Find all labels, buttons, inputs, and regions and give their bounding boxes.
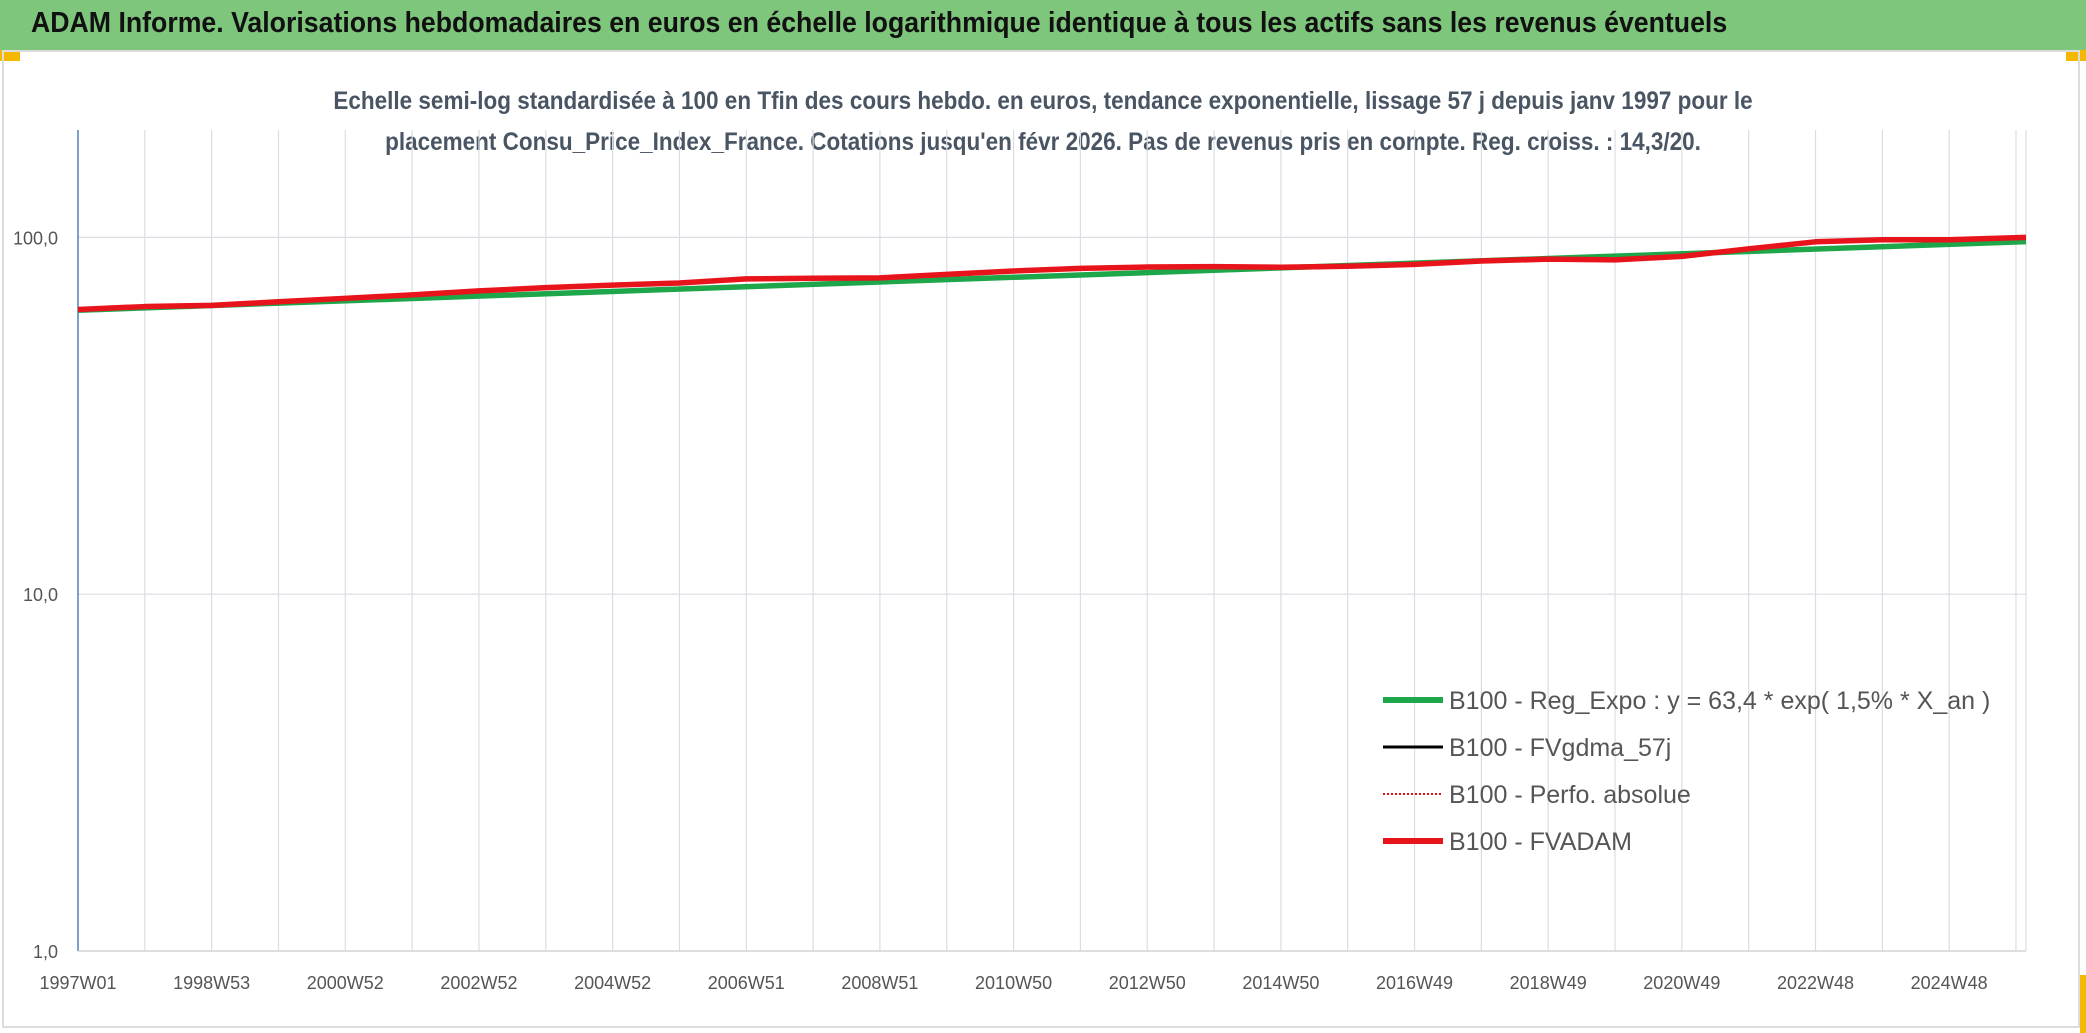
y-tick-label: 1,0 [33, 942, 58, 962]
x-tick-label: 2004W52 [574, 973, 651, 993]
x-tick-label: 2002W52 [440, 973, 517, 993]
legend-label-perfo-absolue: B100 - Perfo. absolue [1449, 781, 1691, 809]
legend-label-fvadam: B100 - FVADAM [1449, 828, 1632, 856]
corner-marker-bottom-right [2080, 975, 2086, 1033]
x-tick-label: 2008W51 [841, 973, 918, 993]
legend-label-reg-expo: B100 - Reg_Expo : y = 63,4 * exp( 1,5% *… [1449, 687, 1990, 715]
chart-frame [2, 50, 2080, 1028]
corner-marker-top-left [0, 50, 20, 61]
x-tick-label: 2000W52 [307, 973, 384, 993]
header-bar [0, 0, 2086, 50]
x-tick-label: 2016W49 [1376, 973, 1453, 993]
page-title: ADAM Informe. Valorisations hebdomadaire… [31, 7, 1728, 39]
x-tick-label: 2012W50 [1109, 973, 1186, 993]
series-line-fvadam [77, 234, 2027, 313]
x-tick-label: 1998W53 [173, 973, 250, 993]
x-tick-label: 2006W51 [708, 973, 785, 993]
legend-label-fvgdma: B100 - FVgdma_57j [1449, 734, 1671, 762]
x-tick-label: 2018W49 [1510, 973, 1587, 993]
corner-marker-top-right [2066, 50, 2086, 61]
x-tick-label: 2010W50 [975, 973, 1052, 993]
x-tick-label: 2020W49 [1643, 973, 1720, 993]
chart-title-line-1: Echelle semi-log standardisée à 100 en T… [333, 87, 1753, 115]
x-tick-label: 2024W48 [1911, 973, 1988, 993]
x-tick-label: 1997W01 [39, 973, 116, 993]
y-tick-label: 10,0 [23, 585, 58, 605]
x-tick-label: 2022W48 [1777, 973, 1854, 993]
y-tick-label: 100,0 [13, 228, 58, 248]
x-tick-label: 2014W50 [1242, 973, 1319, 993]
